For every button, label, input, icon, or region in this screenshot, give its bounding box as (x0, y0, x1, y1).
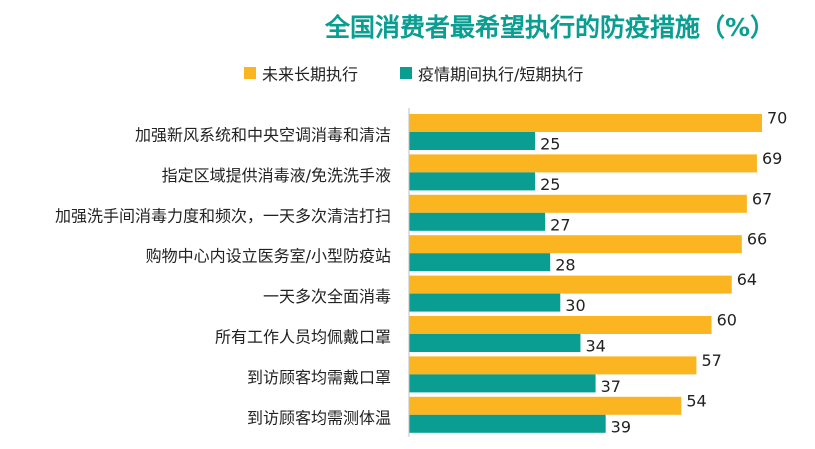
bar-short-term (409, 374, 596, 393)
value-label-short-term: 39 (611, 417, 631, 436)
bar-short-term (409, 293, 561, 312)
legend-label-long-term: 未来长期执行 (262, 65, 359, 84)
value-label-long-term: 57 (701, 351, 721, 370)
bar-long-term (409, 194, 747, 213)
bar-long-term (409, 235, 742, 254)
value-label-short-term: 30 (565, 296, 585, 315)
bar-long-term (409, 356, 697, 375)
value-label-long-term: 66 (747, 230, 767, 249)
value-label-short-term: 37 (601, 377, 621, 396)
value-label-long-term: 70 (767, 109, 787, 128)
bar-long-term (409, 154, 757, 173)
value-label-long-term: 64 (737, 270, 757, 289)
bar-short-term (409, 172, 536, 191)
category-label: 到访顾客均需测体温 (247, 408, 391, 427)
value-label-short-term: 34 (585, 337, 605, 356)
legend-label-short-term: 疫情期间执行/短期执行 (418, 65, 584, 84)
bar-short-term (409, 414, 606, 433)
category-label: 加强新风系统和中央空调消毒和清洁 (135, 126, 391, 145)
bar-long-term (409, 316, 712, 334)
bar-short-term (409, 132, 536, 150)
legend-item-short-term: 疫情期间执行/短期执行 (400, 61, 583, 85)
category-label: 购物中心内设立医务室/小型防疫站 (146, 247, 391, 266)
legend-swatch-long-term (244, 67, 256, 79)
category-label: 指定区域提供消毒液/免洗洗手液 (162, 166, 391, 185)
bar-short-term (409, 334, 581, 352)
value-label-long-term: 69 (762, 149, 782, 168)
category-label: 一天多次全面消毒 (263, 287, 391, 306)
legend-swatch-short-term (400, 67, 413, 79)
legend-item-long-term: 未来长期执行 (244, 61, 358, 85)
bar-long-term (409, 396, 682, 415)
bar-long-term (409, 275, 732, 294)
value-label-long-term: 54 (686, 391, 706, 410)
bar-short-term (409, 212, 546, 231)
value-label-short-term: 27 (550, 215, 570, 234)
chart-title: 全国消费者最希望执行的防疫措施（%） (324, 13, 776, 42)
value-label-short-term: 25 (540, 175, 560, 194)
category-label: 所有工作人员均佩戴口罩 (215, 328, 391, 347)
value-label-long-term: 67 (752, 189, 772, 208)
bar-long-term (409, 114, 762, 132)
value-label-long-term: 60 (717, 311, 737, 330)
value-label-short-term: 25 (540, 135, 560, 154)
value-label-short-term: 28 (555, 256, 575, 275)
legend: 未来长期执行 疫情期间执行/短期执行 (244, 61, 625, 85)
category-label: 到访顾客均需戴口罩 (247, 368, 391, 387)
category-label: 加强洗手间消毒力度和频次，一天多次清洁打扫 (55, 206, 391, 225)
bar-short-term (409, 253, 551, 272)
